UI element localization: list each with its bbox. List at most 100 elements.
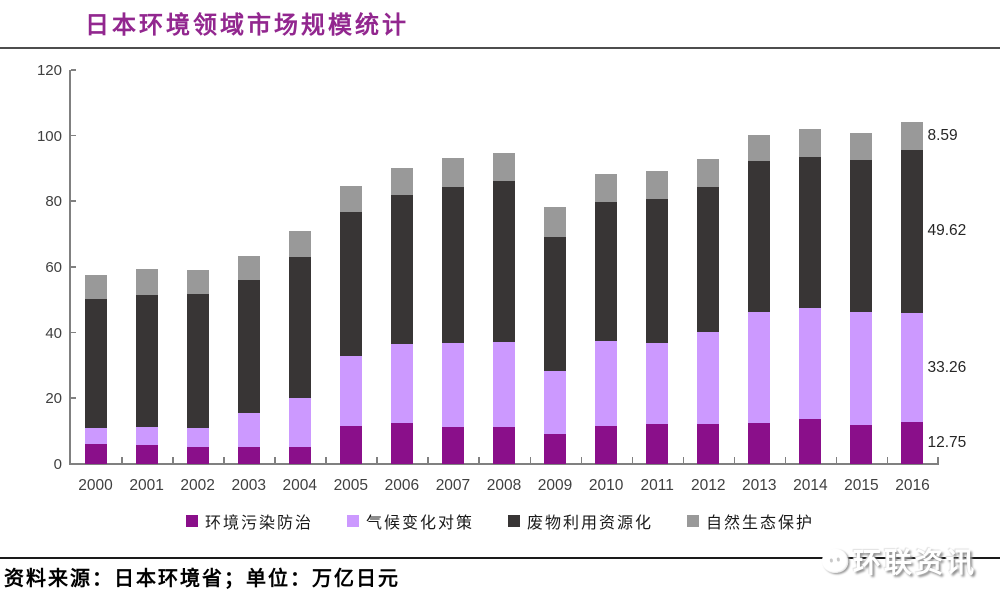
- bar-segment-2013-s3: [748, 134, 771, 162]
- bar-segment-2009-s3: [544, 207, 567, 237]
- bar-segment-2008-s0: [493, 426, 515, 464]
- bar-segment-2000-s3: [84, 275, 107, 299]
- bar-segment-2003-s2: [237, 280, 260, 414]
- bar-segment-2012-s1: [697, 332, 720, 425]
- bar-segment-2011-s0: [646, 424, 669, 464]
- bar-segment-2005-s0: [339, 425, 362, 464]
- y-axis-line: [69, 70, 71, 464]
- bar-segment-2000-s0: [84, 443, 107, 464]
- x-axis-tick: [529, 457, 532, 463]
- x-axis-year-label: 2014: [793, 477, 828, 494]
- legend-item-0: 环境污染防治: [185, 509, 313, 533]
- bar-segment-2013-s0: [748, 423, 771, 464]
- bar-segment-2008-s1: [493, 342, 515, 427]
- data-label-33.26: 33.26: [927, 358, 967, 376]
- x-axis-year-label: 2001: [129, 477, 164, 494]
- bar-segment-2013-s2: [748, 161, 771, 312]
- legend-swatch: [346, 515, 359, 527]
- x-axis-tick: [886, 457, 889, 463]
- bar-segment-2000-s1: [84, 428, 107, 444]
- bar-segment-2015-s2: [850, 160, 873, 312]
- x-axis-tick: [325, 457, 327, 463]
- bar-segment-2004-s3: [288, 230, 311, 257]
- bar-segment-2016-s0: [901, 422, 924, 464]
- x-axis-tick: [376, 457, 378, 463]
- y-axis-tick: [71, 69, 76, 71]
- x-axis-line: [69, 463, 939, 465]
- y-axis-tick-label: 60: [45, 259, 62, 276]
- bar-segment-2007-s3: [441, 157, 464, 188]
- x-axis-tick: [121, 457, 123, 463]
- x-axis-tick: [427, 457, 429, 463]
- bar-segment-2011-s3: [646, 171, 669, 199]
- y-axis-tick: [71, 134, 76, 137]
- bar-segment-2003-s3: [237, 255, 260, 281]
- y-axis-tick-label: 40: [45, 324, 62, 342]
- bar-segment-2014-s0: [799, 419, 822, 464]
- x-axis-year-label: 2002: [180, 477, 215, 494]
- bar-segment-2005-s3: [339, 185, 362, 213]
- chart-legend: 环境污染防治 气候变化对策 废物利用资源化 自然生态保护: [0, 509, 1000, 533]
- x-axis-year-label: 2000: [78, 477, 113, 494]
- bar-segment-2005-s1: [339, 355, 362, 426]
- x-axis-year-label: 2012: [690, 477, 726, 494]
- x-axis-year-label: 2015: [844, 477, 879, 494]
- x-axis-year-label: 2004: [282, 477, 317, 494]
- bar-segment-2016-s1: [901, 312, 924, 423]
- x-axis-tick: [937, 457, 939, 463]
- bar-segment-2015-s0: [850, 424, 873, 464]
- x-axis-tick: [631, 457, 634, 463]
- legend-label: 废物利用资源化: [527, 515, 654, 532]
- legend-item-2: 废物利用资源化: [508, 509, 653, 533]
- x-axis-tick: [682, 457, 685, 463]
- bar-segment-2002-s1: [186, 427, 209, 447]
- bar-segment-2000-s2: [84, 298, 107, 429]
- legend-label: 环境污染防治: [204, 515, 313, 532]
- bar-segment-2010-s0: [595, 425, 618, 464]
- bar-segment-2004-s1: [288, 398, 311, 447]
- x-axis-year-label: 2008: [486, 477, 522, 494]
- bar-segment-2006-s1: [390, 344, 413, 424]
- x-axis-year-label: 2009: [537, 477, 573, 494]
- bar-segment-2013-s1: [748, 311, 771, 424]
- x-axis-year-label: 2007: [435, 477, 471, 494]
- bar-segment-2001-s0: [135, 444, 158, 464]
- bar-segment-2002-s3: [186, 269, 209, 295]
- bar-segment-2001-s1: [135, 426, 158, 445]
- bar-segment-2004-s0: [288, 446, 311, 464]
- bar-segment-2016-s2: [901, 150, 924, 313]
- bar-segment-2010-s1: [595, 341, 618, 426]
- legend-item-3: 自然生态保护: [687, 509, 814, 533]
- bar-segment-2006-s3: [390, 168, 413, 195]
- bar-segment-2003-s1: [237, 413, 260, 447]
- x-axis-tick: [784, 457, 787, 463]
- data-label-49.62: 49.62: [927, 222, 967, 240]
- bar-segment-2004-s2: [288, 256, 311, 398]
- y-axis-tick-label: 80: [45, 193, 62, 211]
- source-note: 资料来源：日本环境省；单位：万亿日元: [4, 568, 400, 590]
- bar-segment-2008-s3: [493, 153, 515, 182]
- bar-segment-2006-s0: [390, 423, 413, 464]
- bar-segment-2009-s0: [544, 434, 567, 464]
- legend-swatch: [508, 515, 520, 527]
- publisher-logo: 环联资讯: [820, 541, 977, 581]
- x-axis-tick: [172, 457, 174, 463]
- y-axis-tick-label: 120: [36, 62, 62, 79]
- bar-segment-2012-s2: [697, 186, 720, 332]
- bar-segment-2014-s2: [799, 157, 822, 308]
- data-label-8.59: 8.59: [927, 126, 958, 144]
- bar-segment-2009-s2: [544, 236, 567, 371]
- x-axis-year-label: 2005: [333, 477, 369, 494]
- bar-segment-2003-s0: [237, 446, 260, 464]
- legend-item-1: 气候变化对策: [346, 509, 474, 533]
- legend-label: 自然生态保护: [706, 515, 815, 532]
- x-axis-tick: [274, 457, 276, 463]
- bar-segment-2016-s3: [901, 121, 924, 150]
- y-axis-tick-label: 100: [36, 127, 62, 145]
- x-axis-year-label: 2010: [588, 477, 624, 494]
- x-axis-year-label: 2003: [231, 477, 266, 494]
- bar-segment-2011-s1: [646, 342, 669, 425]
- bar-segment-2005-s2: [339, 212, 362, 356]
- y-axis-tick: [71, 200, 76, 202]
